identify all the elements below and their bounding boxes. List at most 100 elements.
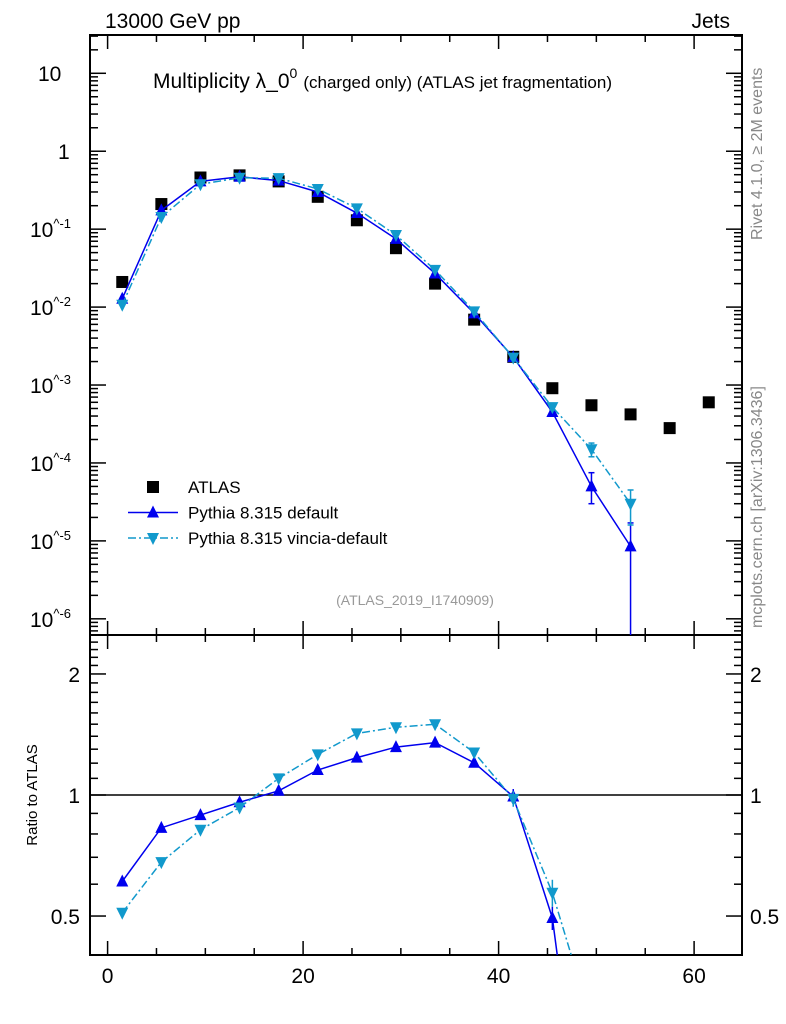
y-tick-label-base: 10 bbox=[30, 609, 53, 632]
y-tick-label-exponent: ^-1 bbox=[53, 216, 71, 231]
ratio-point-pythia-8-315-default bbox=[468, 755, 481, 768]
x-tick-label: 40 bbox=[487, 965, 510, 988]
ratio-point-pythia-8-315-vincia-default bbox=[429, 719, 442, 732]
y-tick-label-base: 10 bbox=[30, 297, 53, 320]
y-tick-label-exponent: ^-2 bbox=[53, 294, 71, 309]
data-point-pythia-8-315-vincia-default bbox=[585, 444, 598, 457]
data-point-atlas bbox=[116, 275, 129, 288]
ratio-panel: 0 20 40 60 0.5 0.5 1 1 2 2 bbox=[51, 634, 779, 988]
legend: ATLAS Pythia 8.315 default Pythia 8.315 vi… bbox=[128, 478, 388, 548]
y-tick-label: 10^-1 bbox=[30, 216, 71, 242]
data-point-pythia-8-315-vincia-default bbox=[350, 203, 363, 216]
ratio-point-pythia-8-315-default bbox=[546, 910, 559, 923]
ratio-data bbox=[116, 719, 572, 956]
ratio-y-tick-label-right: 2 bbox=[750, 664, 762, 687]
y-tick-label: 10^-2 bbox=[30, 294, 71, 320]
ratio-point-pythia-8-315-vincia-default bbox=[116, 907, 129, 920]
data-point-pythia-8-315-vincia-default bbox=[468, 306, 481, 319]
ratio-point-pythia-8-315-default bbox=[194, 808, 207, 821]
ratio-line-pythia-8-315-vincia-default bbox=[121, 723, 572, 956]
chart-title-main: Multiplicity λ_0 bbox=[153, 70, 290, 93]
data-point-pythia-8-315-default bbox=[585, 479, 598, 492]
legend-marker bbox=[147, 505, 159, 518]
data-point-pythia-8-315-vincia-default bbox=[507, 352, 520, 365]
ratio-point-pythia-8-315-vincia-default bbox=[389, 722, 402, 735]
data-point-pythia-8-315-vincia-default bbox=[155, 212, 168, 225]
legend-item-pythia-8-315-default: Pythia 8.315 default bbox=[128, 504, 339, 523]
data-point-pythia-8-315-vincia-default bbox=[194, 179, 207, 192]
legend-item-atlas: ATLAS bbox=[147, 478, 241, 497]
main-data bbox=[116, 169, 715, 635]
data-point-atlas bbox=[429, 277, 442, 290]
data-point-pythia-8-315-vincia-default bbox=[272, 173, 285, 186]
data-point-pythia-8-315-vincia-default bbox=[546, 402, 559, 415]
y-tick-label: 1 bbox=[58, 141, 70, 164]
data-point-atlas bbox=[702, 396, 715, 409]
chart-title-suffix: (charged only) (ATLAS jet fragmentation) bbox=[303, 73, 612, 92]
y-tick-label: 10 bbox=[38, 63, 61, 86]
ratio-y-tick-label: 2 bbox=[68, 664, 80, 687]
data-point-atlas bbox=[624, 408, 637, 421]
header-left-label: 13000 GeV pp bbox=[105, 10, 240, 33]
ratio-point-pythia-8-315-vincia-default bbox=[194, 824, 207, 837]
ratio-point-pythia-8-315-default bbox=[116, 874, 129, 887]
y-tick-label-exponent: ^-5 bbox=[53, 528, 71, 543]
data-point-pythia-8-315-vincia-default bbox=[311, 183, 324, 196]
y-tick-label: 10^-5 bbox=[30, 528, 71, 554]
legend-item-pythia-8-315-vincia-default: Pythia 8.315 vincia-default bbox=[128, 529, 388, 548]
rivet-version-label: Rivet 4.1.0, ≥ 2M events bbox=[749, 68, 766, 240]
ratio-point-pythia-8-315-vincia-default bbox=[468, 747, 481, 760]
legend-marker bbox=[147, 481, 159, 493]
ratio-point-pythia-8-315-default bbox=[429, 735, 442, 748]
y-tick-label-base: 10 bbox=[30, 531, 53, 554]
data-point-atlas bbox=[389, 242, 402, 255]
data-point-pythia-8-315-vincia-default bbox=[624, 498, 637, 511]
x-tick-label: 0 bbox=[102, 965, 114, 988]
data-point-pythia-8-315-vincia-default bbox=[233, 172, 246, 185]
ratio-point-pythia-8-315-default bbox=[272, 783, 285, 796]
ratio-point-pythia-8-315-default bbox=[350, 750, 363, 763]
y-tick-label-exponent: ^-3 bbox=[53, 372, 71, 387]
mcplots-label: mcplots.cern.ch [arXiv:1306.3436] bbox=[749, 386, 766, 628]
chart-title-sup: 0 bbox=[290, 65, 298, 81]
y-tick-label-exponent: ^-6 bbox=[53, 606, 71, 621]
data-point-atlas bbox=[546, 382, 559, 395]
data-point-pythia-8-315-vincia-default bbox=[116, 299, 129, 312]
ratio-point-pythia-8-315-vincia-default bbox=[350, 728, 363, 741]
ratio-point-pythia-8-315-vincia-default bbox=[546, 887, 559, 900]
y-tick-label: 10^-4 bbox=[30, 450, 71, 476]
series-line-pythia-8-315-default bbox=[121, 176, 632, 547]
legend-label: ATLAS bbox=[188, 478, 241, 497]
y-tick-label-base: 10 bbox=[30, 453, 53, 476]
legend-label: Pythia 8.315 vincia-default bbox=[188, 529, 388, 548]
ratio-y-axis-label: Ratio to ATLAS bbox=[24, 744, 41, 845]
ratio-y-tick-label-right: 1 bbox=[750, 785, 762, 808]
data-point-atlas bbox=[585, 399, 598, 412]
ratio-point-pythia-8-315-vincia-default bbox=[155, 857, 168, 870]
data-point-atlas bbox=[663, 422, 676, 435]
ratio-y-tick-label-right: 0.5 bbox=[750, 906, 779, 929]
x-tick-label: 60 bbox=[682, 965, 705, 988]
ratio-point-pythia-8-315-vincia-default bbox=[233, 802, 246, 815]
ratio-point-pythia-8-315-vincia-default bbox=[272, 773, 285, 786]
y-tick-label-base: 10 bbox=[30, 219, 53, 242]
data-point-pythia-8-315-default bbox=[624, 539, 637, 552]
y-tick-label: 10^-3 bbox=[30, 372, 71, 398]
legend-label: Pythia 8.315 default bbox=[188, 504, 339, 523]
y-tick-label: 10^-6 bbox=[30, 606, 71, 632]
y-tick-label-base: 10 bbox=[30, 375, 53, 398]
ratio-point-pythia-8-315-default bbox=[311, 763, 324, 776]
chart-title: Multiplicity λ_00 (charged only) (ATLAS j… bbox=[153, 65, 612, 93]
ratio-point-pythia-8-315-vincia-default bbox=[507, 793, 520, 806]
ratio-point-pythia-8-315-default bbox=[155, 820, 168, 833]
ratio-point-pythia-8-315-vincia-default bbox=[311, 749, 324, 762]
data-point-pythia-8-315-vincia-default bbox=[429, 264, 442, 277]
y-tick-label-exponent: ^-4 bbox=[53, 450, 71, 465]
ratio-y-tick-label: 1 bbox=[68, 785, 80, 808]
ratio-y-tick-label: 0.5 bbox=[51, 906, 80, 929]
series-line-pythia-8-315-vincia-default bbox=[121, 177, 632, 505]
x-tick-label: 20 bbox=[291, 965, 314, 988]
data-point-pythia-8-315-vincia-default bbox=[389, 230, 402, 243]
legend-marker bbox=[147, 533, 159, 545]
